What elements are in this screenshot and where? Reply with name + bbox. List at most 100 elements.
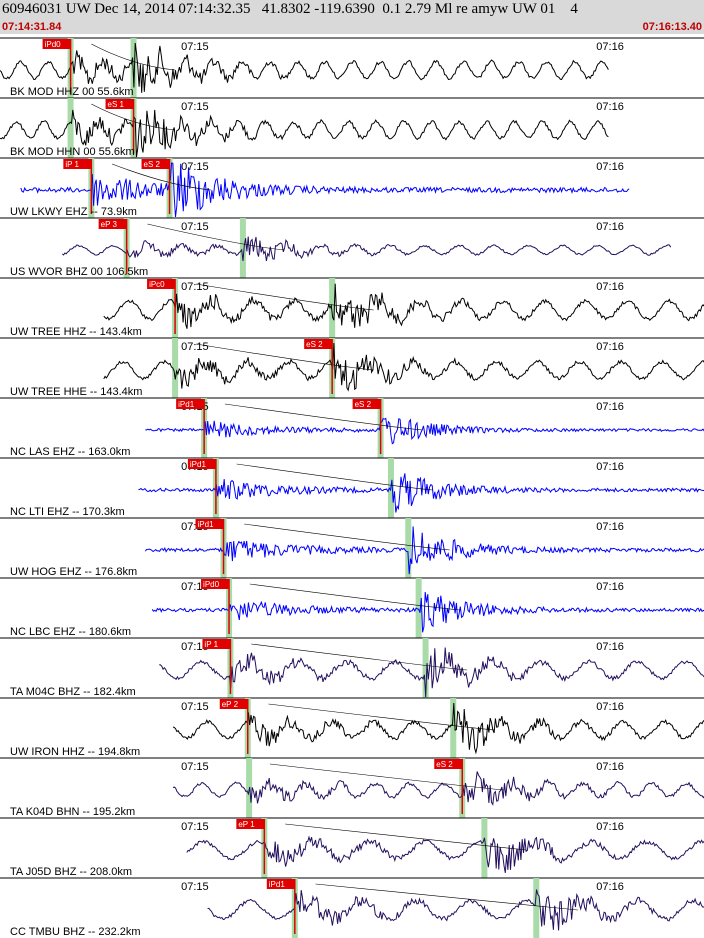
time-tick-label: 07:15 [181, 161, 209, 173]
station-label: US WVOR BHZ 00 106.5km [10, 266, 148, 278]
time-tick-label: 07:16 [596, 881, 624, 893]
waveform-trace [172, 702, 704, 755]
waveform-trace [0, 109, 609, 158]
travel-time-curve [91, 43, 176, 71]
travel-time-curve [147, 223, 285, 251]
pick-box [201, 579, 230, 589]
pick-label: iPd0 [203, 580, 220, 589]
station-label: BK MOD HHN 00 55.6km [10, 146, 135, 158]
p-window [67, 98, 74, 158]
event-title: 60946031 UW Dec 14, 2014 07:14:32.35 41.… [2, 1, 578, 17]
s-window [422, 638, 429, 698]
time-tick-label: 07:15 [181, 821, 209, 833]
station-label: TA M04C BHZ -- 182.4km [10, 686, 136, 698]
station-label: CC TMBU BHZ -- 232.2km [10, 926, 141, 938]
pick-box [105, 99, 134, 109]
time-tick-label: 07:16 [596, 281, 624, 293]
time-tick-label: 07:16 [596, 101, 624, 113]
pick-box [195, 519, 224, 529]
pick-box [187, 459, 216, 469]
pick-label: iPd0 [45, 40, 62, 49]
waveform-trace [186, 835, 704, 873]
pick-label: iPd1 [198, 520, 215, 529]
time-tick-label: 07:16 [596, 161, 624, 173]
pick-label: iPd1 [269, 880, 286, 889]
time-tick-label: 07:16 [596, 581, 624, 593]
pick-box [219, 699, 248, 709]
time-tick-label: 07:16 [596, 221, 624, 233]
pick-box [304, 339, 333, 349]
s-window [533, 878, 540, 938]
station-label: UW IRON HHZ -- 194.8km [10, 746, 140, 758]
station-label: TA J05D BHZ -- 208.0km [10, 866, 132, 878]
time-tick-label: 07:16 [596, 701, 624, 713]
waveform-trace [144, 526, 704, 575]
travel-time-curve [315, 883, 578, 911]
time-tick-label: 07:16 [596, 341, 624, 353]
waveform-trace [207, 889, 704, 931]
travel-time-curve [269, 763, 504, 791]
waveform-trace [159, 647, 704, 698]
travel-time-curve [195, 343, 374, 371]
time-tick-label: 07:16 [596, 761, 624, 773]
station-label: UW LKWY EHZ -- 73.9km [10, 206, 137, 218]
time-tick-label: 07:15 [181, 701, 209, 713]
s-window [450, 698, 457, 758]
travel-time-curve [285, 823, 526, 851]
time-tick-label: 07:15 [181, 881, 209, 893]
pick-label: eS 2 [306, 340, 323, 349]
time-tick-label: 07:16 [596, 401, 624, 413]
time-tick-label: 07:16 [596, 41, 624, 53]
pick-box [266, 879, 295, 889]
pick-box [434, 759, 463, 769]
travel-time-curve [251, 643, 468, 671]
station-label: UW HOG EHZ -- 176.8km [10, 566, 137, 578]
p-window [172, 338, 179, 398]
pick-label: eS 2 [355, 400, 372, 409]
travel-time-curve [111, 163, 212, 191]
time-tick-label: 07:15 [181, 341, 209, 353]
pick-label: eP 3 [101, 220, 118, 229]
pick-box [63, 159, 92, 169]
time-tick-label: 07:15 [181, 641, 209, 653]
time-tick-label: 07:16 [596, 821, 624, 833]
pick-label: iP 1 [204, 640, 218, 649]
travel-time-curve [224, 403, 423, 431]
waveform-trace [151, 591, 704, 633]
station-label: UW TREE HHE -- 143.4km [10, 386, 142, 398]
travel-time-curve [236, 463, 433, 491]
waveform-trace [0, 42, 609, 93]
time-tick-label: 07:15 [181, 221, 209, 233]
time-tick-label: 07:16 [596, 521, 624, 533]
station-label: NC LAS EHZ -- 163.0km [10, 446, 130, 458]
time-tick-label: 07:15 [181, 101, 209, 113]
station-label: UW TREE HHZ -- 143.4km [10, 326, 142, 338]
pick-label: iPc0 [149, 280, 165, 289]
pick-box [141, 159, 170, 169]
pick-label: eP 2 [222, 700, 239, 709]
start-time-label: 07:14:31.84 [2, 21, 62, 33]
pick-label: iP 1 [65, 160, 79, 169]
waveform-trace [20, 162, 630, 218]
travel-time-curve [244, 523, 450, 551]
pick-box [147, 279, 176, 289]
pick-label: eS 2 [436, 760, 453, 769]
pick-box [42, 39, 71, 49]
time-tick-label: 07:16 [596, 641, 624, 653]
s-window [130, 38, 137, 98]
pick-label: eS 2 [144, 160, 161, 169]
waveform-trace [138, 473, 704, 513]
pick-label: eS 1 [108, 100, 125, 109]
travel-time-curve [195, 283, 374, 311]
waveform-trace [145, 417, 704, 445]
travel-time-curve [268, 703, 495, 731]
waveform-trace [172, 771, 704, 806]
pick-box [176, 399, 205, 409]
time-tick-label: 07:15 [181, 281, 209, 293]
header-bar: 60946031 UW Dec 14, 2014 07:14:32.35 41.… [0, 0, 704, 34]
end-time-label: 07:16:13.40 [642, 21, 702, 33]
time-tick-label: 07:16 [596, 461, 624, 473]
s-window [239, 218, 246, 278]
station-label: NC LTI EHZ -- 170.3km [10, 506, 125, 518]
